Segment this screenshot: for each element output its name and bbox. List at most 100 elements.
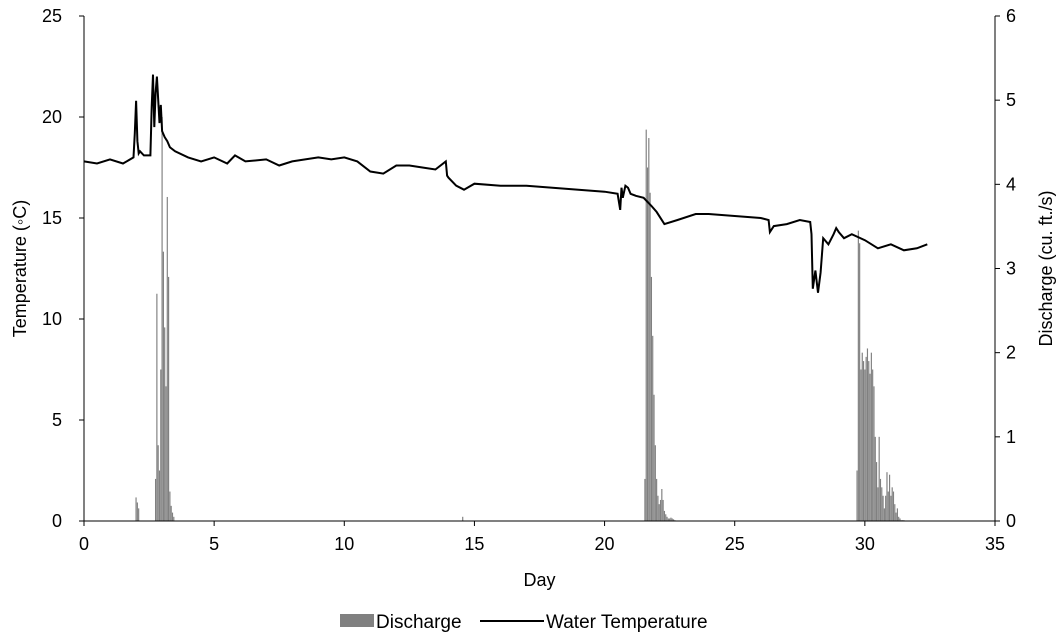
discharge-bar	[662, 499, 664, 521]
discharge-bar	[666, 516, 668, 521]
discharge-bar	[872, 369, 874, 521]
x-tick-label: 25	[725, 534, 745, 554]
discharge-bar	[868, 361, 870, 521]
discharge-bar	[883, 508, 885, 521]
discharge-bar	[663, 510, 666, 521]
discharge-bar	[877, 487, 879, 521]
discharge-bar	[895, 512, 897, 521]
y-right-tick-label: 6	[1006, 6, 1016, 26]
discharge-bar	[860, 369, 862, 521]
discharge-bar	[138, 508, 140, 521]
discharge-bar	[665, 514, 667, 521]
discharge-bar	[652, 335, 654, 521]
x-tick-label: 5	[209, 534, 219, 554]
discharge-bar	[892, 491, 895, 521]
legend-discharge-swatch	[340, 614, 374, 627]
discharge-bar	[671, 518, 673, 521]
discharge-bar	[875, 462, 878, 521]
discharge-bar	[658, 504, 660, 521]
discharge-bar	[169, 491, 171, 521]
legend-discharge-label: Discharge	[376, 612, 462, 633]
discharge-bar	[873, 386, 875, 521]
discharge-bar	[862, 361, 865, 521]
discharge-bar	[160, 369, 162, 521]
axes: 0 5 10 15 20 25 30 35 0 5 10 15 20 25 0 1 2 3 4 5 6	[42, 6, 1016, 554]
discharge-bar	[654, 445, 656, 521]
water-temperature-line	[83, 74, 928, 293]
y-left-tick-label: 5	[52, 410, 62, 430]
discharge-bar	[657, 495, 659, 521]
discharge-bar	[645, 129, 647, 521]
x-tick-label: 10	[334, 534, 354, 554]
discharge-bar	[649, 192, 651, 521]
discharge-bar	[156, 293, 158, 521]
discharge-bar	[171, 512, 174, 521]
x-tick-label: 0	[79, 534, 89, 554]
discharge-bar	[165, 386, 167, 521]
discharge-bar	[870, 352, 872, 521]
discharge-bar	[894, 504, 896, 521]
discharge-bar	[162, 251, 164, 521]
discharge-bar	[168, 276, 170, 521]
discharge-bar	[670, 517, 672, 521]
discharge-bar	[861, 352, 863, 521]
x-ticks: 0 5 10 15 20 25 30 35	[79, 521, 1005, 554]
discharge-bar	[136, 502, 138, 521]
discharge-bar	[896, 508, 898, 521]
discharge-bar	[899, 518, 901, 521]
discharge-bar	[856, 470, 858, 521]
y-right-tick-label: 0	[1006, 511, 1016, 531]
legend: Discharge Water Temperature	[340, 612, 708, 633]
discharge-bar	[170, 505, 172, 521]
discharge-bar	[653, 394, 655, 521]
discharge-bar	[669, 518, 671, 521]
discharge-bar	[173, 516, 175, 521]
discharge-bar	[881, 487, 883, 521]
x-tick-label: 20	[595, 534, 615, 554]
discharge-bar	[887, 491, 889, 521]
discharge-bar	[667, 518, 669, 521]
y-left-axis-title: Temperature (◦C)	[10, 200, 30, 337]
discharge-bars	[135, 117, 905, 522]
x-tick-label: 30	[855, 534, 875, 554]
discharge-bar	[135, 497, 137, 521]
plot-area	[83, 74, 928, 522]
y-right-tick-label: 3	[1006, 259, 1016, 279]
discharge-bar	[857, 230, 859, 521]
y-left-tick-label: 15	[42, 208, 62, 228]
discharge-bar	[656, 478, 658, 521]
legend-temperature-label: Water Temperature	[546, 612, 708, 633]
discharge-bar	[890, 495, 892, 521]
y-left-tick-label: 25	[42, 6, 62, 26]
discharge-bar	[879, 478, 882, 521]
discharge-bar	[869, 373, 871, 521]
discharge-bar	[878, 436, 880, 521]
discharge-bar	[161, 117, 163, 521]
discharge-bar	[864, 369, 866, 521]
discharge-bar	[154, 478, 157, 521]
y-right-ticks: 0 1 2 3 4 5 6	[995, 6, 1016, 531]
x-tick-label: 35	[985, 534, 1005, 554]
y-left-tick-label: 20	[42, 107, 62, 127]
discharge-bar	[672, 519, 675, 521]
discharge-bar	[898, 516, 900, 521]
discharge-bar	[462, 516, 464, 521]
x-tick-label: 15	[464, 534, 484, 554]
discharge-bar	[882, 495, 884, 521]
discharge-bar	[164, 327, 166, 521]
discharge-bar	[650, 276, 653, 521]
discharge-bar	[891, 487, 893, 521]
discharge-bar	[866, 348, 869, 521]
y-right-tick-label: 4	[1006, 174, 1016, 194]
discharge-bar	[648, 138, 650, 521]
discharge-bar	[659, 499, 662, 521]
discharge-bar	[661, 489, 663, 521]
discharge-bar	[644, 478, 646, 521]
y-left-ticks: 0 5 10 15 20 25	[42, 6, 84, 531]
y-left-tick-label: 10	[42, 309, 62, 329]
discharge-bar	[158, 470, 161, 521]
y-right-tick-label: 5	[1006, 90, 1016, 110]
y-right-tick-label: 1	[1006, 427, 1016, 447]
x-axis-title: Day	[523, 570, 555, 590]
